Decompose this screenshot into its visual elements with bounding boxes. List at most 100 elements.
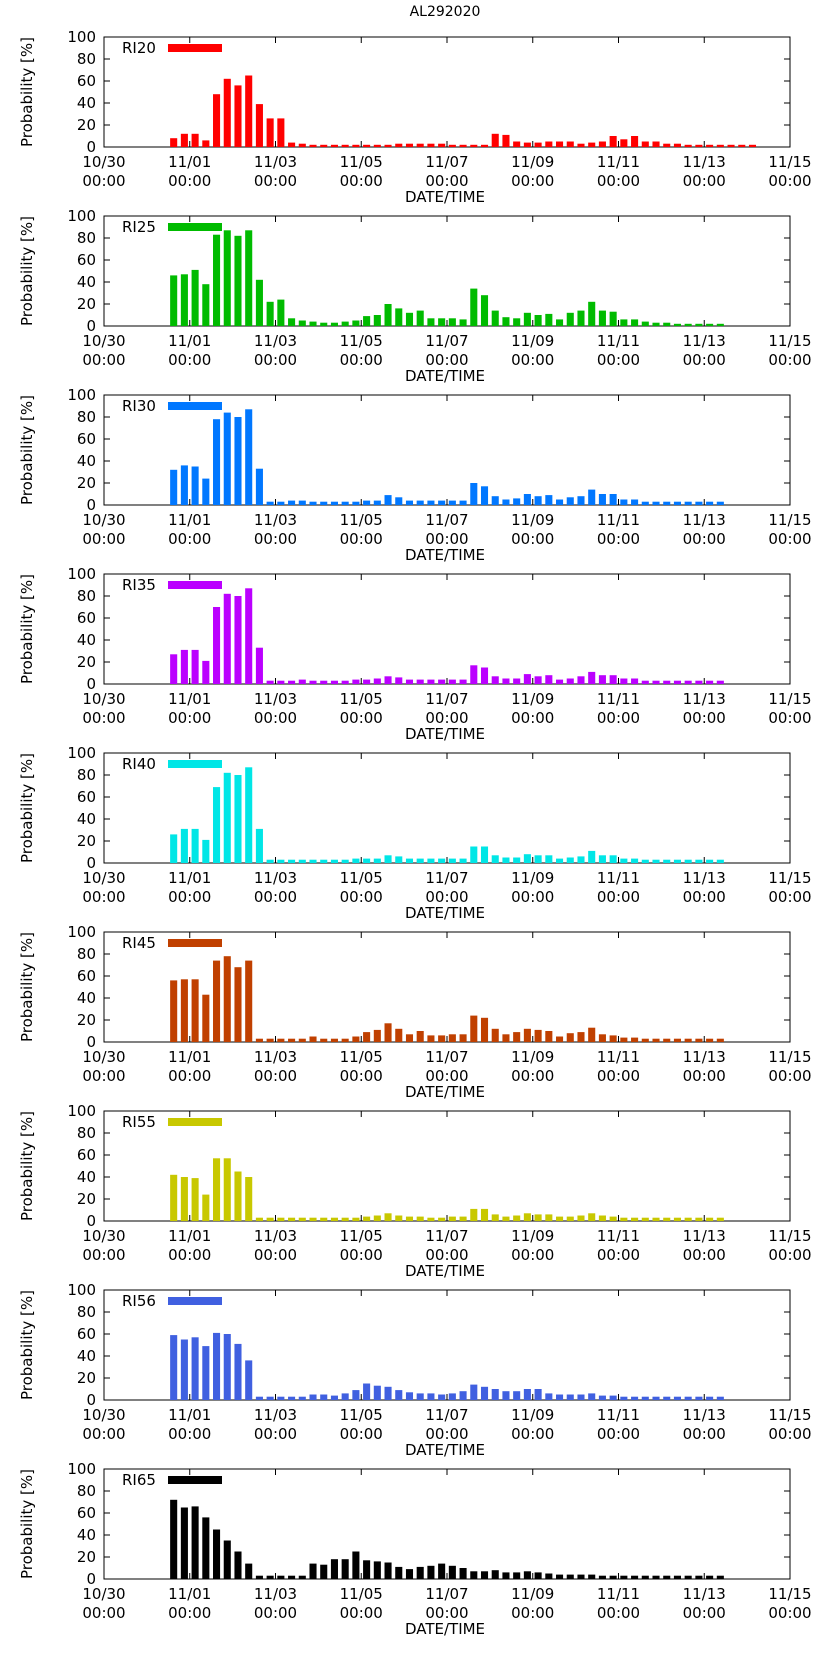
bar-ri25	[513, 318, 521, 326]
bar-ri56	[363, 1383, 371, 1400]
bar-ri35	[523, 674, 531, 684]
x-axis-label: DATE/TIME	[405, 546, 485, 564]
bar-ri45	[180, 979, 188, 1042]
x-tick-date: 11/03	[254, 153, 297, 171]
x-tick-time: 00:00	[425, 1246, 468, 1264]
bar-ri56	[598, 1395, 606, 1400]
bar-ri55	[448, 1216, 456, 1221]
bar-ri55	[288, 1217, 296, 1221]
bar-ri20	[695, 144, 703, 147]
bar-ri25	[620, 319, 628, 326]
bar-ri55	[405, 1216, 414, 1221]
bar-ri25	[470, 288, 478, 326]
x-tick-time: 00:00	[597, 709, 640, 727]
y-tick-label: 80	[77, 1482, 96, 1500]
x-tick-date: 11/05	[340, 1048, 383, 1066]
y-tick-label: 0	[86, 1570, 96, 1588]
bar-ri55	[223, 1158, 231, 1221]
bar-ri65	[309, 1563, 317, 1579]
bar-ri30	[609, 494, 617, 505]
bar-ri25	[523, 312, 531, 326]
bar-ri20	[459, 144, 467, 147]
bar-ri40	[320, 859, 328, 863]
x-tick-time: 00:00	[683, 1246, 726, 1264]
x-tick-time: 00:00	[683, 1604, 726, 1622]
bar-ri65	[448, 1565, 456, 1579]
bar-ri25	[298, 320, 306, 326]
x-tick-time: 00:00	[768, 1067, 811, 1085]
legend-swatch	[168, 1118, 222, 1126]
bar-ri56	[277, 1396, 285, 1400]
bar-ri65	[566, 1574, 574, 1579]
bar-ri35	[545, 675, 553, 684]
y-tick-label: 0	[86, 138, 96, 156]
x-tick-date: 11/03	[254, 1406, 297, 1424]
bar-ri35	[213, 607, 221, 684]
bar-ri25	[245, 230, 253, 326]
y-axis-label: Probability [%]	[18, 216, 36, 326]
x-tick-date: 11/09	[511, 332, 554, 350]
x-tick-time: 00:00	[683, 1067, 726, 1085]
bar-ri40	[309, 859, 317, 863]
bar-ri30	[556, 499, 564, 505]
bar-ri40	[363, 858, 371, 863]
bar-ri25	[234, 235, 242, 326]
bar-ri20	[298, 143, 306, 147]
legend-label: RI56	[122, 1292, 156, 1310]
bar-ri35	[609, 675, 617, 684]
bar-ri56	[620, 1396, 628, 1400]
bar-ri35	[223, 593, 231, 684]
bar-ri25	[223, 230, 231, 326]
bar-ri40	[502, 857, 510, 863]
x-tick-date: 11/11	[597, 332, 640, 350]
x-tick-time: 00:00	[511, 1067, 554, 1085]
chart-title: AL292020	[410, 4, 481, 20]
bar-ri35	[309, 680, 317, 684]
bar-ri56	[223, 1334, 231, 1400]
bar-ri30	[598, 494, 606, 505]
x-tick-date: 11/11	[597, 1048, 640, 1066]
bar-ri35	[695, 680, 703, 684]
legend-label: RI25	[122, 218, 156, 236]
x-tick-time: 00:00	[82, 530, 125, 548]
bar-ri56	[427, 1393, 435, 1400]
bar-ri55	[459, 1216, 467, 1221]
x-tick-time: 00:00	[768, 888, 811, 906]
x-tick-date: 11/13	[683, 1406, 726, 1424]
y-tick-label: 20	[77, 295, 96, 313]
bar-ri30	[352, 501, 360, 505]
bar-ri20	[309, 144, 317, 147]
bar-ri55	[202, 1194, 210, 1221]
bar-ri65	[598, 1575, 606, 1579]
bar-ri40	[213, 787, 221, 863]
x-tick-date: 11/09	[511, 511, 554, 529]
bar-ri56	[180, 1339, 188, 1400]
x-tick-date: 11/09	[511, 690, 554, 708]
bar-ri35	[170, 654, 178, 684]
bar-ri25	[577, 310, 585, 326]
bar-ri20	[373, 144, 381, 147]
x-tick-time: 00:00	[425, 1604, 468, 1622]
bar-ri40	[695, 859, 703, 863]
bar-ri40	[352, 858, 360, 863]
x-tick-date: 11/11	[597, 153, 640, 171]
bar-ri55	[180, 1177, 188, 1221]
bar-ri35	[577, 676, 585, 684]
bar-ri30	[384, 495, 392, 505]
bar-ri65	[341, 1559, 349, 1579]
bar-ri40	[556, 858, 564, 863]
bar-ri35	[652, 680, 660, 684]
bar-ri25	[330, 322, 338, 326]
bar-ri35	[459, 679, 467, 684]
x-tick-date: 11/07	[425, 332, 468, 350]
x-tick-date: 10/30	[82, 511, 125, 529]
y-tick-label: 80	[77, 229, 96, 247]
bar-ri30	[255, 468, 263, 505]
bar-ri55	[491, 1214, 499, 1221]
y-tick-label: 80	[77, 945, 96, 963]
x-tick-date: 11/13	[683, 1048, 726, 1066]
y-axis-label: Probability [%]	[18, 395, 36, 505]
